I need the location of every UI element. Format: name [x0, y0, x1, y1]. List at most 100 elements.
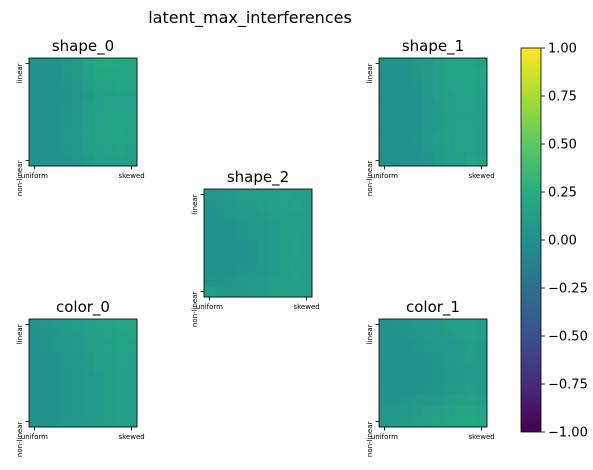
heatmap-cell	[279, 253, 291, 265]
heatmap-cell	[126, 101, 138, 113]
heatmap-cell	[39, 340, 51, 352]
heatmap-cell	[126, 351, 138, 363]
y-tick-label: linear	[191, 194, 199, 214]
heatmap-cell	[83, 90, 95, 102]
colorbar-gradient	[520, 47, 542, 433]
x-tick-label: skewed	[118, 172, 144, 180]
heatmap-cell	[389, 362, 401, 374]
heatmap-cell	[61, 155, 73, 167]
heatmap-cell	[204, 275, 216, 287]
heatmap-cell	[61, 405, 73, 417]
heatmap-cell	[50, 373, 62, 385]
heatmap-cell	[443, 394, 455, 406]
heatmap-cell	[247, 232, 259, 244]
heatmap-cell	[50, 58, 62, 70]
heatmap-cell	[61, 68, 73, 80]
heatmap-cell	[465, 329, 477, 341]
heatmap-cell	[443, 405, 455, 417]
heatmap-cell	[104, 351, 116, 363]
heatmap-cell	[204, 199, 216, 211]
x-tick-label: skewed	[468, 433, 494, 441]
heatmap-cell	[389, 122, 401, 134]
colorbar-tick-label: 0.00	[548, 234, 577, 249]
heatmap-cell	[301, 275, 313, 287]
heatmap-cell	[301, 199, 313, 211]
heatmap-cell	[115, 351, 127, 363]
heatmap-cell	[400, 319, 412, 331]
heatmap-cell	[476, 329, 488, 341]
heatmap-cell	[433, 405, 445, 417]
heatmap-cell	[61, 351, 73, 363]
heatmap-cell	[214, 275, 226, 287]
colorbar: 1.00 0.75 0.50 0.25 0.00 −0.25 −0.50 −0.75 −1.00	[520, 42, 588, 441]
heatmap-cell	[126, 90, 138, 102]
heatmap-cell	[214, 243, 226, 255]
heatmap-cell	[454, 144, 466, 156]
heatmap-cell	[93, 340, 105, 352]
heatmap-cell	[433, 68, 445, 80]
heatmap-cell	[61, 383, 73, 395]
heatmap-cell	[83, 68, 95, 80]
heatmap-cell	[39, 112, 51, 124]
heatmap-cell	[126, 362, 138, 374]
heatmap-cell	[268, 210, 280, 222]
heatmap-cell	[389, 405, 401, 417]
heatmap-cell	[50, 112, 62, 124]
heatmap-cell	[411, 319, 423, 331]
heatmap-cell	[400, 416, 412, 428]
axes-frame	[203, 188, 313, 298]
heatmap-cell	[465, 383, 477, 395]
heatmap-cell	[258, 243, 270, 255]
heatmap-cell	[476, 68, 488, 80]
heatmap-cell	[290, 253, 302, 265]
heatmap-cell	[93, 329, 105, 341]
heatmap-cell	[443, 329, 455, 341]
heatmap-cell	[411, 58, 423, 70]
heatmap-cell	[214, 210, 226, 222]
x-tick-label: uniform	[21, 433, 48, 441]
colorbar-tick-label: −0.25	[548, 282, 588, 297]
heatmap-cell	[389, 416, 401, 428]
heatmap-cell	[443, 68, 455, 80]
heatmap-cell	[83, 405, 95, 417]
heatmap-cell	[29, 58, 41, 70]
heatmap-cell	[476, 319, 488, 331]
heatmap-cell	[247, 264, 259, 276]
y-tick-label: non-linear	[191, 291, 199, 327]
heatmap-cell	[400, 68, 412, 80]
heatmap-cell	[39, 155, 51, 167]
heatmap-cell	[268, 264, 280, 276]
heatmap-cell	[115, 101, 127, 113]
heatmap-cell	[454, 122, 466, 134]
heatmap-cell	[29, 362, 41, 374]
heatmap-cell	[204, 264, 216, 276]
heatmap-cell	[104, 405, 116, 417]
heatmap-cell	[379, 133, 391, 145]
heatmap-cell	[476, 362, 488, 374]
heatmap-cell	[476, 394, 488, 406]
heatmap-cell	[236, 221, 248, 233]
heatmap-cell	[389, 68, 401, 80]
heatmap-cell	[411, 112, 423, 124]
heatmap-cell	[400, 394, 412, 406]
heatmap-cell	[400, 58, 412, 70]
heatmap-cell	[50, 133, 62, 145]
heatmap-cell	[476, 112, 488, 124]
heatmap-cell	[29, 329, 41, 341]
heatmap-cell	[400, 373, 412, 385]
heatmap-cell	[93, 394, 105, 406]
heatmap-cell	[214, 199, 226, 211]
heatmap-cell	[389, 373, 401, 385]
heatmap-cell	[104, 122, 116, 134]
heatmap-cell	[258, 199, 270, 211]
heatmap-cell	[39, 101, 51, 113]
heatmap-cell	[39, 133, 51, 145]
heatmap-cell	[290, 221, 302, 233]
heatmap-cell	[465, 101, 477, 113]
heatmap-cell	[411, 351, 423, 363]
heatmap-cell	[225, 221, 237, 233]
heatmap-cell	[476, 416, 488, 428]
